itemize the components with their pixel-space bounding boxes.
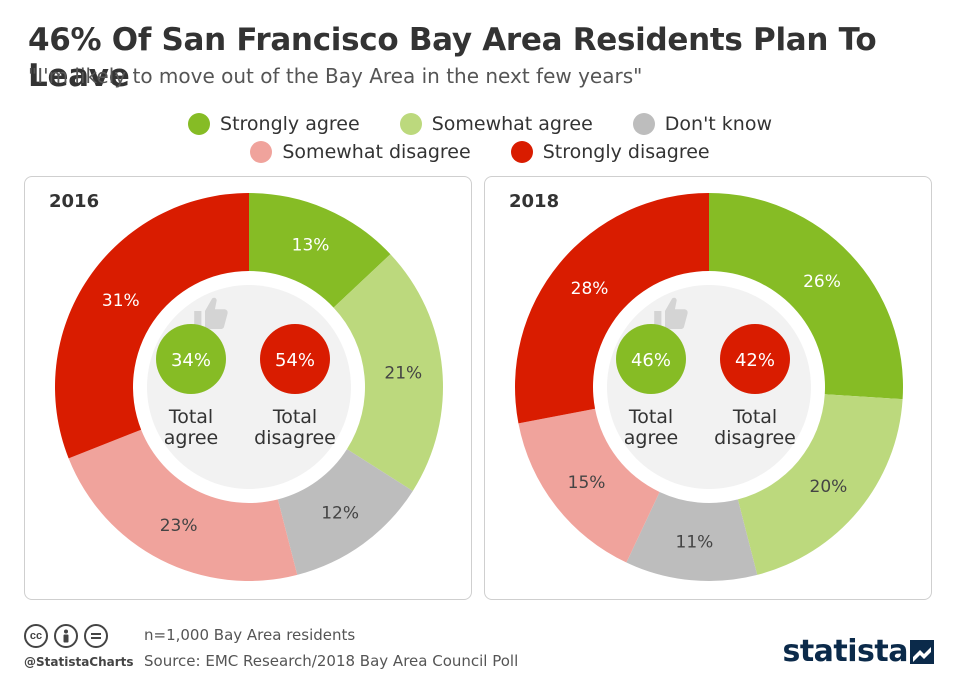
legend-swatch-somewhat-agree [399, 113, 422, 135]
slice-strongly-agree [249, 193, 391, 308]
total-disagree-value: 54% [275, 350, 315, 371]
slice-label-somewhat-agree: 20% [810, 477, 848, 497]
legend-label: Somewhat disagree [282, 141, 471, 163]
legend-item-strongly-disagree: Strongly disagree [510, 141, 710, 163]
legend-item-somewhat-disagree: Somewhat disagree [250, 141, 471, 163]
legend-swatch-somewhat-disagree [250, 141, 273, 163]
total-agree-value: 46% [631, 350, 671, 371]
attribution-icon[interactable] [54, 624, 78, 648]
total-agree-badge [156, 324, 226, 394]
legend-label: Don't know [664, 113, 772, 135]
twitter-handle[interactable]: @StatistaCharts [24, 655, 134, 669]
total-agree-label-line2: agree [624, 427, 678, 449]
legend-label: Somewhat agree [431, 113, 593, 135]
panel-2018: 26% 20% 11% 15% 28% 46% 42% Total agree Total disa… [484, 176, 932, 600]
donut-chart-2018: 26%20%11%15%28%46% 42%TotalagreeTotaldisa… [515, 193, 903, 581]
slice-don-t-know [277, 449, 413, 575]
slice-label-strongly-agree: 26% [803, 272, 841, 292]
sample-note: n=1,000 Bay Area residents [144, 626, 356, 644]
total-disagree-badge [720, 324, 790, 394]
slice-somewhat-disagree [518, 408, 660, 563]
statista-logo[interactable]: statista [782, 634, 908, 669]
slice-label-somewhat-disagree: 15% [568, 473, 606, 493]
slice-strongly-disagree [54, 193, 249, 459]
panel-2016: 13% 21% 12% 23% 31% 34% 54% Total agree Total disa… [24, 176, 472, 600]
slice-don-t-know [626, 491, 758, 581]
thumbs-up-icon [194, 297, 228, 329]
donut-chart-2016: 13%21%12%23%31%34% 54%TotalagreeTotaldisa… [54, 193, 443, 581]
total-agree-badge [616, 324, 686, 394]
slice-somewhat-agree [737, 394, 903, 575]
legend-swatch-strongly-disagree [510, 141, 533, 163]
total-disagree-label-line2: disagree [254, 427, 336, 449]
total-disagree-label-line1: Total [272, 406, 317, 428]
creative-commons-icon[interactable]: cc [24, 624, 48, 648]
legend-label: Strongly disagree [542, 141, 710, 163]
slice-strongly-agree [709, 193, 903, 400]
legend-item-dont-know: Don't know [632, 113, 772, 135]
total-disagree-label-line2: disagree [714, 427, 796, 449]
legend-swatch-strongly-agree [188, 113, 211, 135]
legend-item-somewhat-agree: Somewhat agree [399, 113, 593, 135]
slice-label-somewhat-disagree: 23% [160, 516, 198, 536]
total-agree-value: 34% [171, 350, 211, 371]
slice-somewhat-disagree [68, 429, 298, 581]
slice-label-don-t-know: 12% [321, 503, 359, 523]
legend-swatch-dont-know [632, 113, 655, 135]
legend-row-1: Strongly agree Somewhat agree Don't know [0, 110, 960, 138]
no-derivatives-icon[interactable] [84, 624, 108, 648]
legend-row-2: Somewhat disagree Strongly disagree [0, 138, 960, 166]
panel-year: 2016 [49, 191, 100, 212]
statista-logo-icon [910, 640, 934, 664]
slice-strongly-disagree [515, 193, 709, 424]
legend-item-strongly-agree: Strongly agree [188, 113, 360, 135]
chart-title: 46% Of San Francisco Bay Area Residents … [28, 22, 877, 94]
total-disagree-label-line1: Total [732, 406, 777, 428]
source-note: Source: EMC Research/2018 Bay Area Counc… [144, 652, 519, 670]
panel-year: 2018 [509, 191, 560, 212]
slice-somewhat-agree [333, 254, 443, 491]
thumbs-up-icon [654, 297, 688, 329]
slice-label-strongly-disagree: 28% [571, 279, 609, 299]
total-agree-label-line1: Total [628, 406, 673, 428]
total-disagree-value: 42% [735, 350, 775, 371]
total-agree-label-line2: agree [164, 427, 218, 449]
total-agree-label-line1: Total [168, 406, 213, 428]
slice-label-somewhat-agree: 21% [384, 363, 422, 383]
chart-subtitle: "I'm likely to move out of the Bay Area … [28, 64, 643, 88]
slice-label-strongly-agree: 13% [292, 236, 330, 256]
total-disagree-badge [260, 324, 330, 394]
slice-label-don-t-know: 11% [676, 532, 714, 552]
legend: Strongly agree Somewhat agree Don't know… [0, 110, 960, 166]
license-icons: cc [24, 624, 108, 648]
legend-label: Strongly agree [220, 113, 360, 135]
slice-label-strongly-disagree: 31% [102, 291, 140, 311]
